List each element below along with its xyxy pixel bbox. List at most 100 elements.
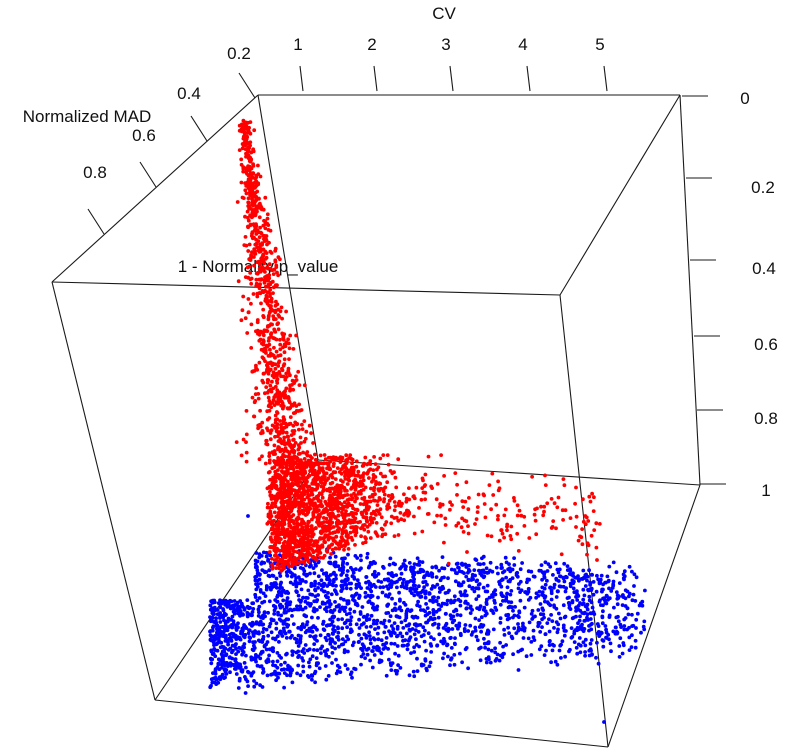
blue-point — [562, 615, 567, 620]
red-point — [250, 191, 255, 196]
blue-point — [340, 617, 344, 621]
blue-point — [379, 580, 384, 584]
blue-point — [245, 679, 250, 684]
red-point — [465, 550, 469, 554]
red-point — [573, 501, 577, 506]
red-point — [317, 512, 322, 517]
red-point — [326, 455, 331, 460]
red-point — [334, 546, 338, 551]
blue-point — [259, 581, 263, 586]
blue-point — [515, 614, 520, 618]
blue-point — [234, 663, 239, 668]
blue-point — [350, 675, 354, 680]
blue-point — [622, 624, 627, 628]
blue-point — [424, 648, 428, 653]
red-point — [366, 499, 371, 504]
blue-point — [210, 608, 215, 613]
red-point — [322, 477, 327, 482]
red-point — [277, 566, 281, 571]
red-point — [294, 422, 299, 427]
blue-point — [319, 651, 323, 655]
red-point — [266, 284, 270, 289]
blue-point — [303, 605, 308, 610]
blue-point — [254, 659, 258, 664]
blue-point — [365, 555, 369, 560]
red-point — [243, 139, 248, 144]
blue-point — [454, 571, 458, 575]
blue-point — [285, 574, 290, 578]
red-point — [497, 486, 502, 491]
blue-point — [484, 657, 489, 661]
blue-point — [285, 598, 289, 603]
blue-point — [328, 555, 332, 560]
blue-point — [305, 648, 310, 653]
mad-tick-label-0.2: 0.2 — [227, 44, 251, 63]
red-point — [592, 528, 597, 532]
red-point — [247, 168, 252, 173]
red-point — [350, 461, 354, 466]
blue-point — [476, 594, 481, 598]
blue-point — [312, 642, 317, 646]
red-point — [299, 441, 303, 445]
red-point — [393, 475, 398, 480]
red-point — [361, 502, 366, 507]
red-point — [268, 383, 273, 388]
blue-point — [366, 593, 371, 598]
red-point — [496, 517, 500, 522]
red-point — [460, 499, 465, 504]
blue-point — [411, 583, 416, 588]
blue-point — [434, 565, 439, 570]
red-point — [287, 564, 291, 569]
red-point — [396, 533, 401, 537]
blue-point — [502, 633, 507, 637]
red-point — [576, 538, 581, 543]
blue-point — [290, 614, 294, 618]
red-point — [257, 235, 262, 240]
red-point — [271, 386, 276, 391]
red-point — [317, 504, 321, 508]
red-point — [292, 493, 297, 498]
blue-point — [321, 581, 326, 586]
red-point — [285, 488, 290, 492]
red-point — [286, 559, 291, 563]
red-point — [455, 493, 459, 497]
blue-point — [589, 627, 594, 632]
blue-point — [543, 560, 548, 565]
red-point — [278, 347, 283, 352]
blue-point — [482, 570, 487, 575]
red-point — [267, 403, 272, 407]
red-point — [288, 383, 292, 388]
blue-point — [253, 578, 258, 583]
blue-point — [424, 666, 429, 671]
blue-point — [486, 641, 491, 646]
blue-point — [299, 587, 304, 592]
red-point — [268, 545, 273, 550]
blue-point — [220, 649, 225, 654]
blue-point — [264, 647, 269, 652]
blue-point — [348, 607, 353, 612]
blue-point — [594, 655, 598, 660]
red-point — [304, 451, 309, 456]
blue-point — [412, 632, 417, 637]
blue-point — [399, 571, 404, 576]
red-point — [377, 481, 382, 486]
red-point — [392, 500, 397, 504]
red-point — [288, 386, 292, 391]
red-point — [272, 558, 277, 562]
blue-point — [254, 681, 259, 686]
blue-point — [237, 678, 242, 683]
blue-point — [313, 562, 318, 567]
blue-point — [316, 616, 320, 620]
red-point — [334, 534, 339, 539]
blue-point — [591, 580, 596, 584]
red-point — [288, 373, 292, 378]
red-point — [345, 489, 349, 493]
blue-point — [337, 644, 341, 649]
red-point — [289, 402, 294, 407]
blue-point — [209, 599, 214, 604]
red-point — [254, 277, 259, 282]
blue-point — [401, 577, 406, 582]
red-point — [527, 536, 532, 540]
red-point — [270, 562, 274, 567]
red-point — [372, 516, 376, 521]
